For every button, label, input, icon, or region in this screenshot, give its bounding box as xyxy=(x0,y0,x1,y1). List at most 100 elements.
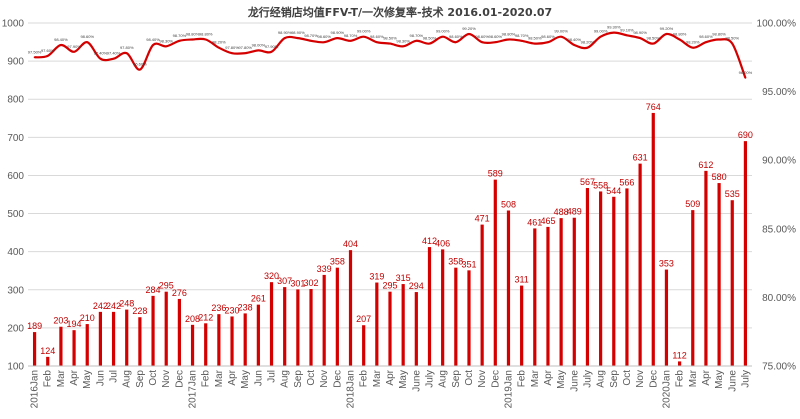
bar-value-label: 238 xyxy=(238,302,253,312)
x-tick-label: Oct xyxy=(622,370,633,386)
rate-line-series xyxy=(33,31,747,79)
bar-value-label: 764 xyxy=(646,102,661,112)
bar-value-label: 580 xyxy=(712,172,727,182)
bar xyxy=(441,249,445,366)
rate-value-label: 98.00% xyxy=(252,42,266,47)
rate-value-label: 98.80% xyxy=(673,31,687,36)
rate-value-label: 98.60% xyxy=(80,34,94,39)
x-tick-label: July xyxy=(582,370,593,388)
rate-value-label: 99.00% xyxy=(594,29,608,34)
bar-value-label: 471 xyxy=(475,214,490,224)
left-y-axis: 100 200 300 400 500 600 700 800 900 1000 xyxy=(2,19,25,373)
bar xyxy=(717,183,721,366)
x-tick-label: Aug xyxy=(122,370,133,388)
bar xyxy=(427,247,432,366)
bar xyxy=(414,292,418,366)
bar xyxy=(151,295,155,366)
bar-value-label: 535 xyxy=(725,189,740,199)
y-right-tick-label: 90.00% xyxy=(762,156,796,167)
bar-value-label: 358 xyxy=(448,257,463,267)
bar xyxy=(546,226,550,366)
bar-value-label: 406 xyxy=(435,238,450,248)
bar xyxy=(625,188,629,366)
bar xyxy=(243,313,247,366)
x-tick-label: Feb xyxy=(201,370,212,388)
bar-value-label: 301 xyxy=(290,278,305,288)
bar-value-label: 212 xyxy=(198,312,213,322)
y-left-tick-label: 300 xyxy=(7,285,24,296)
bar xyxy=(572,217,576,366)
rate-value-label: 97.50% xyxy=(28,49,42,54)
bar-value-label: 194 xyxy=(67,319,82,329)
rate-value-label: 98.70% xyxy=(304,33,318,38)
rate-point xyxy=(573,44,576,46)
x-axis: 2016Jan Feb Mar Apr May Jun Jul Aug Sep Oct Nov Dec… xyxy=(28,365,752,408)
bar-value-label: 228 xyxy=(132,306,147,316)
rate-value-label: 98.80% xyxy=(186,31,200,36)
y-right-tick-label: 100.00% xyxy=(757,19,797,30)
x-tick-label: Sep xyxy=(135,370,146,388)
bar xyxy=(283,287,287,366)
rate-value-label: 97.80% xyxy=(225,45,239,50)
rate-value-label: 98.90% xyxy=(278,30,292,35)
bar-value-label: 509 xyxy=(685,199,700,209)
x-tick-label: Sep xyxy=(293,370,304,388)
rate-point xyxy=(375,41,378,44)
y-left-tick-label: 400 xyxy=(7,247,24,258)
bar xyxy=(612,196,616,366)
bar xyxy=(322,274,326,366)
bar xyxy=(269,282,274,366)
bar xyxy=(296,289,300,366)
bar-value-label: 242 xyxy=(106,301,121,311)
x-tick-label: June xyxy=(569,370,580,392)
rate-point xyxy=(691,46,694,49)
bar xyxy=(638,163,642,366)
rate-value-label: 98.60% xyxy=(489,34,503,39)
rate-point xyxy=(99,57,102,60)
chart-title: 龙行经销店均值FFV-T/一次修复率-技术 2016.01-2020.07 xyxy=(247,5,552,19)
x-tick-label: Dec xyxy=(648,370,659,388)
rate-point xyxy=(507,38,510,41)
x-tick-label: May xyxy=(556,370,567,389)
bar-value-label: 208 xyxy=(185,314,200,324)
x-tick-label: Apr xyxy=(701,369,712,385)
x-tick-label: Dec xyxy=(174,370,185,388)
line-data-labels: 97.50% 97.60% 98.40% 97.90% 98.60% 97.40% 97.4… xyxy=(28,25,753,75)
rate-point xyxy=(626,34,628,37)
rate-value-label: 98.40% xyxy=(54,37,68,42)
rate-point xyxy=(257,49,260,52)
bar-value-label: 489 xyxy=(567,207,582,217)
x-tick-label: Jun xyxy=(253,370,264,386)
rate-point xyxy=(389,42,391,45)
bar xyxy=(85,324,89,366)
bar-value-label: 631 xyxy=(633,153,648,163)
bar-value-label: 210 xyxy=(80,313,95,323)
x-tick-label: June xyxy=(411,370,422,392)
bar xyxy=(217,314,221,366)
rate-value-label: 98.80% xyxy=(502,31,516,36)
rate-value-label: 98.80% xyxy=(712,31,726,36)
rate-value-label: 97.80% xyxy=(120,45,134,50)
rate-point xyxy=(415,39,418,42)
bar-value-label: 412 xyxy=(422,236,437,246)
rate-point xyxy=(362,35,365,38)
bar-value-label: 276 xyxy=(172,288,187,298)
bar-value-label: 236 xyxy=(211,303,226,313)
y-left-tick-label: 600 xyxy=(7,171,24,182)
rate-point xyxy=(336,37,339,39)
rate-point xyxy=(152,44,154,46)
bar xyxy=(691,210,695,366)
bar-value-label: 508 xyxy=(501,200,516,210)
bar-value-label: 315 xyxy=(396,273,411,283)
rate-point xyxy=(468,33,470,35)
bar xyxy=(651,112,655,366)
x-tick-label: Aug xyxy=(280,370,291,388)
rate-value-label: 98.60% xyxy=(317,34,331,39)
rate-value-label: 99.20% xyxy=(660,26,674,31)
rate-value-label: 98.50% xyxy=(646,36,660,41)
rate-value-label: 98.60% xyxy=(699,34,713,39)
rate-value-label: 98.30% xyxy=(159,38,173,43)
bar-data-labels: 1891242031942102422422482282842952762082… xyxy=(27,102,753,360)
bar-value-label: 124 xyxy=(40,346,55,356)
